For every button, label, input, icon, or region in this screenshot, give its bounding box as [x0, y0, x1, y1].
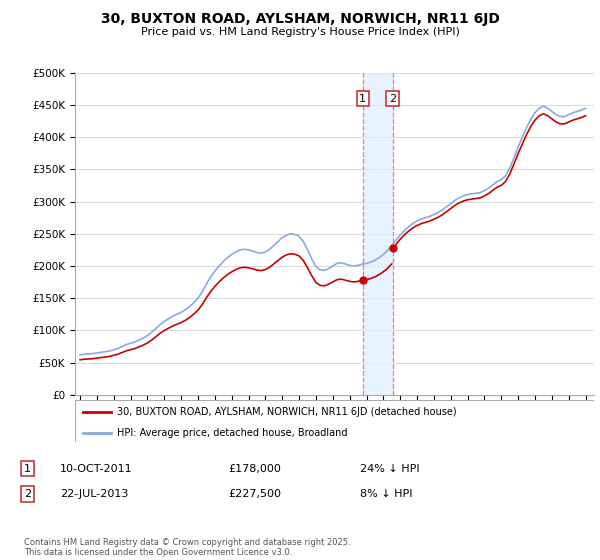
Text: 1: 1 — [359, 94, 367, 104]
Text: Contains HM Land Registry data © Crown copyright and database right 2025.
This d: Contains HM Land Registry data © Crown c… — [24, 538, 350, 557]
Text: £178,000: £178,000 — [228, 464, 281, 474]
Text: 24% ↓ HPI: 24% ↓ HPI — [360, 464, 419, 474]
Text: 1: 1 — [24, 464, 31, 474]
Text: HPI: Average price, detached house, Broadland: HPI: Average price, detached house, Broa… — [116, 428, 347, 438]
Text: 30, BUXTON ROAD, AYLSHAM, NORWICH, NR11 6JD: 30, BUXTON ROAD, AYLSHAM, NORWICH, NR11 … — [101, 12, 499, 26]
Text: 8% ↓ HPI: 8% ↓ HPI — [360, 489, 413, 499]
Text: 10-OCT-2011: 10-OCT-2011 — [60, 464, 133, 474]
Text: 2: 2 — [389, 94, 396, 104]
Text: 30, BUXTON ROAD, AYLSHAM, NORWICH, NR11 6JD (detached house): 30, BUXTON ROAD, AYLSHAM, NORWICH, NR11 … — [116, 407, 456, 417]
Text: 22-JUL-2013: 22-JUL-2013 — [60, 489, 128, 499]
Text: 2: 2 — [24, 489, 31, 499]
FancyBboxPatch shape — [75, 400, 594, 442]
Text: £227,500: £227,500 — [228, 489, 281, 499]
Text: Price paid vs. HM Land Registry's House Price Index (HPI): Price paid vs. HM Land Registry's House … — [140, 27, 460, 37]
